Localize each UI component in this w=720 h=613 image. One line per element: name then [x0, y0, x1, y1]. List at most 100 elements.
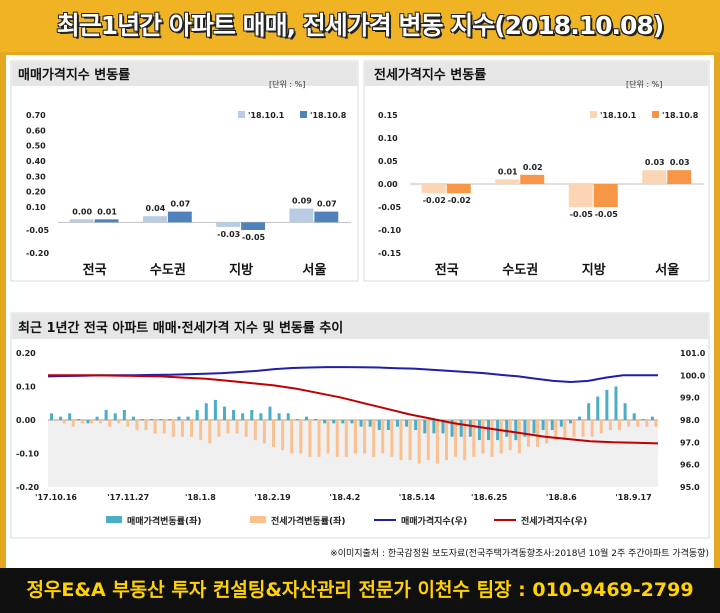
sale-change-bar [623, 403, 627, 420]
sale-change-bar [332, 420, 336, 424]
jeonse-change-bar [262, 420, 266, 444]
sale-change-bar [487, 420, 491, 441]
sale-change-bar [587, 403, 591, 420]
sale-change-bar [304, 416, 308, 420]
jeonse-change-bar [326, 420, 330, 454]
jeonse-change-bar [645, 420, 649, 427]
jeonse-change-bar [463, 420, 467, 461]
jeonse-change-bar [162, 420, 166, 434]
jeonse-change-bar [454, 420, 458, 457]
y-tick-label: 0.60 [26, 126, 46, 135]
sale-change-bar [596, 396, 600, 420]
jeonse-change-bar [117, 420, 121, 424]
y-tick-label: -0.05 [26, 226, 49, 235]
sale-change-bar [568, 420, 572, 424]
jeonse-change-bar [208, 420, 212, 444]
sale-change-bar [441, 420, 445, 434]
sale-change-bar [77, 419, 81, 420]
sale-change-bar [150, 419, 154, 420]
x-tick-label: '17.11.27 [107, 493, 149, 502]
source-note: ※이미지출처 : 한국감정원 보도자료(전국주택가격동향조사:2018년 10월… [330, 547, 709, 559]
chart-canvas: 매매가격지수 변동률 [단위 : %] 전세가격지수 변동률 [단위 : %] … [6, 55, 714, 568]
sale-change-bar [477, 420, 481, 441]
jeonse-change-bar [180, 420, 184, 437]
sale-change-bar [259, 413, 263, 420]
sale-change-bar [550, 420, 554, 431]
jeonse-change-bar [144, 420, 148, 431]
jeonse-change-bar [444, 420, 448, 461]
jeonse-change-bar [235, 420, 239, 434]
y-tick-label: 0.00 [378, 180, 398, 189]
jeonse-change-bar [353, 420, 357, 454]
bar-prev [642, 170, 667, 184]
jeonse-change-bar [627, 420, 631, 427]
jeonse-chart-unit: [단위 : %] [626, 79, 662, 89]
category-label: 지방 [229, 262, 253, 278]
jeonse-change-bar [426, 420, 430, 461]
legend-swatch [590, 111, 597, 118]
jeonse-change-bar [217, 420, 221, 437]
jeonse-change-bar [299, 420, 303, 454]
legend-label: '18.10.8 [662, 111, 699, 120]
legend-swatch [106, 516, 122, 523]
data-label: 0.01 [498, 167, 518, 176]
data-label: 0.07 [170, 200, 190, 209]
y-right-tick-label: 99.0 [680, 394, 700, 403]
jeonse-change-bar [335, 420, 339, 457]
jeonse-change-bar [636, 420, 640, 427]
jeonse-change-bar [135, 420, 139, 431]
sale-change-bar [450, 420, 454, 437]
y-right-tick-label: 97.0 [680, 438, 700, 447]
sale-change-bar [377, 420, 381, 431]
sale-change-bar [50, 413, 53, 420]
jeonse-change-bar [499, 420, 503, 454]
data-label: -0.02 [448, 196, 471, 205]
bar-prev [495, 179, 520, 184]
y-tick-label: 0.20 [26, 188, 46, 197]
sale-change-bar [59, 416, 63, 420]
y-right-tick-label: 96.0 [680, 461, 700, 470]
page-title: 최근1년간 아파트 매매, 전세가격 변동 지수(2018.10.08) [56, 11, 664, 40]
sale-change-bar [459, 420, 463, 437]
data-label: 0.09 [292, 197, 312, 206]
y-tick-label: 0.10 [378, 134, 398, 143]
data-label: -0.05 [595, 210, 618, 219]
y-tick-label: 0.05 [378, 157, 398, 166]
bar-cur [667, 170, 692, 184]
y-tick-label: 0.30 [26, 172, 46, 181]
jeonse-change-bar [545, 420, 549, 444]
sale-change-bar [295, 419, 299, 420]
sale-change-bar [186, 416, 190, 420]
bar-prev [421, 184, 446, 194]
sale-chart: 0.70 0.60 0.50 0.40 0.30 0.20 0.10 -0.05 -0.20 0.… [26, 111, 351, 278]
jeonse-change-bar [80, 420, 84, 424]
sale-change-bar [113, 413, 117, 420]
legend-label: '18.10.8 [310, 111, 347, 120]
legend-label: 전세가격변동률(좌) [271, 515, 345, 527]
x-tick-label: '18.1.8 [185, 493, 216, 502]
sale-change-bar [641, 419, 645, 420]
jeonse-change-bar [308, 420, 312, 457]
bar-cur [314, 211, 339, 223]
sale-change-bar [605, 389, 609, 420]
jeonse-change-bar [89, 420, 93, 424]
jeonse-change-bar [435, 420, 439, 464]
category-label: 서울 [302, 262, 326, 278]
sale-change-bar [632, 413, 636, 420]
sale-change-bar [168, 419, 172, 420]
legend-label: 매매가격변동률(좌) [127, 515, 201, 527]
bar-prev [289, 208, 314, 223]
bar-cur [241, 222, 266, 230]
jeonse-change-bar [53, 419, 57, 420]
jeonse-change-bar [472, 420, 476, 457]
sale-change-bar [141, 419, 145, 420]
y-right-tick-label: 98.0 [680, 416, 700, 425]
sale-change-bar [368, 420, 372, 427]
sale-change-bar [423, 420, 427, 434]
sale-change-bar [177, 416, 181, 420]
sale-change-bar [213, 399, 217, 420]
footer-contact: 정우E&A 부동산 투자 컨설팅&자산관리 전문가 이천수 팀장 : 010-9… [26, 579, 694, 601]
jeonse-change-bar [344, 420, 348, 457]
data-label: 0.03 [645, 158, 665, 167]
jeonse-change-bar [126, 420, 130, 427]
